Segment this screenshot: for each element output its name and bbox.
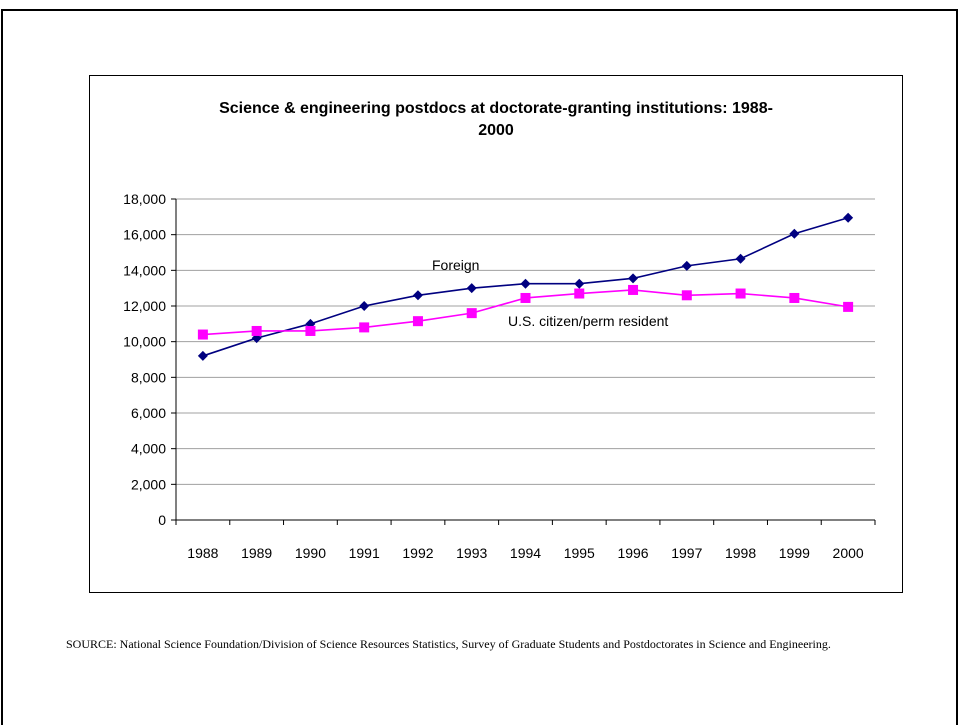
data-point-us-citizen <box>359 322 370 333</box>
y-tick-label: 10,000 <box>123 334 166 350</box>
x-tick-label: 1996 <box>617 545 648 561</box>
data-point-us-citizen <box>520 292 531 303</box>
data-point-foreign <box>843 212 854 223</box>
x-tick-label: 1989 <box>241 545 272 561</box>
data-point-foreign <box>681 260 692 271</box>
series-label-us-citizen: U.S. citizen/perm resident <box>508 313 668 329</box>
data-point-us-citizen <box>735 288 746 299</box>
data-point-foreign <box>412 290 423 301</box>
y-tick-label: 6,000 <box>131 405 166 421</box>
data-point-us-citizen <box>466 308 477 319</box>
y-tick-label: 18,000 <box>123 191 166 207</box>
x-tick-label: 1994 <box>510 545 541 561</box>
y-tick-label: 12,000 <box>123 298 166 314</box>
y-tick-label: 0 <box>158 512 166 528</box>
chart-title: Science & engineering postdocs at doctor… <box>219 100 773 139</box>
x-tick-label: 1999 <box>779 545 810 561</box>
x-tick-label: 2000 <box>833 545 864 561</box>
series-label-foreign: Foreign <box>432 257 479 273</box>
data-point-foreign <box>735 253 746 264</box>
data-point-us-citizen <box>305 325 316 336</box>
data-point-us-citizen <box>412 316 423 327</box>
x-tick-label: 1998 <box>725 545 756 561</box>
y-tick-label: 14,000 <box>123 262 166 278</box>
data-point-us-citizen <box>843 301 854 312</box>
data-point-us-citizen <box>789 292 800 303</box>
page-frame <box>1 9 958 725</box>
chart-frame <box>89 75 903 593</box>
data-point-us-citizen <box>681 290 692 301</box>
data-point-foreign <box>789 228 800 239</box>
x-tick-label: 1988 <box>187 545 218 561</box>
data-point-us-citizen <box>197 329 208 340</box>
x-tick-label: 1993 <box>456 545 487 561</box>
data-point-foreign <box>574 278 585 289</box>
data-point-foreign <box>197 350 208 361</box>
x-tick-label: 1992 <box>402 545 433 561</box>
y-tick-label: 16,000 <box>123 227 166 243</box>
x-tick-label: 1995 <box>564 545 595 561</box>
y-tick-label: 2,000 <box>131 476 166 492</box>
data-point-foreign <box>520 278 531 289</box>
source-note: SOURCE: National Science Foundation/Divi… <box>66 637 831 651</box>
x-tick-label: 1997 <box>671 545 702 561</box>
data-point-foreign <box>359 301 370 311</box>
data-point-us-citizen <box>251 325 262 336</box>
y-tick-label: 4,000 <box>131 441 166 457</box>
x-tick-label: 1990 <box>295 545 326 561</box>
y-tick-label: 8,000 <box>131 369 166 385</box>
data-point-us-citizen <box>574 288 585 299</box>
data-point-foreign <box>628 273 639 284</box>
data-point-us-citizen <box>628 284 639 295</box>
data-point-foreign <box>466 283 477 294</box>
x-tick-label: 1991 <box>349 545 380 561</box>
